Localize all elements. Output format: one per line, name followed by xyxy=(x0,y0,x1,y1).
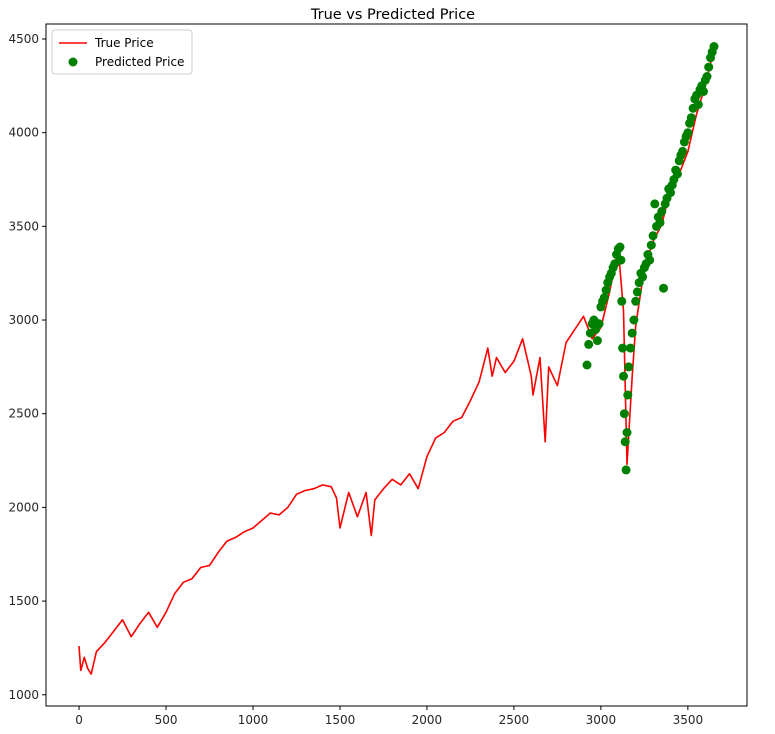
x-tick-label: 2000 xyxy=(412,713,443,727)
predicted-price-point xyxy=(686,113,696,123)
predicted-price-point xyxy=(592,336,602,346)
predicted-price-point xyxy=(645,255,655,265)
predicted-price-point xyxy=(601,285,611,295)
predicted-price-point xyxy=(621,465,631,475)
predicted-price-point xyxy=(648,231,658,241)
x-tick-label: 3500 xyxy=(673,713,704,727)
predicted-price-point xyxy=(655,218,665,228)
legend-box xyxy=(51,29,193,75)
x-tick-label: 2500 xyxy=(499,713,530,727)
predicted-price-point xyxy=(659,283,668,293)
predicted-price-point xyxy=(619,371,628,381)
predicted-price-point xyxy=(624,362,634,372)
predicted-price-point xyxy=(632,287,642,297)
chart-title: True vs Predicted Price xyxy=(310,7,475,23)
plot-area xyxy=(78,42,719,675)
x-tick-label: 500 xyxy=(155,713,178,727)
y-tick-label: 1000 xyxy=(8,688,39,702)
y-tick-label: 4500 xyxy=(8,32,39,46)
predicted-price-point xyxy=(709,42,719,51)
predicted-price-point xyxy=(616,255,626,265)
predicted-price-point xyxy=(638,272,648,282)
predicted-price-point xyxy=(623,390,633,400)
predicted-price-point xyxy=(693,100,703,110)
legend: True Price Predicted Price xyxy=(51,29,193,75)
predicted-price-point xyxy=(620,437,630,447)
predicted-price-point xyxy=(618,343,628,353)
predicted-price-point xyxy=(619,409,629,419)
predicted-price-point xyxy=(678,146,688,156)
legend-true-price-label: True Price xyxy=(94,36,154,50)
predicted-price-point xyxy=(615,242,625,252)
predicted-price-point xyxy=(631,296,641,306)
x-tick-label: 3000 xyxy=(586,713,617,727)
predicted-price-point xyxy=(683,128,693,138)
predicted-price-point xyxy=(704,62,714,72)
y-tick-label: 3000 xyxy=(8,313,39,327)
predicted-price-point xyxy=(657,206,667,216)
predicted-price-point xyxy=(699,87,708,96)
legend-predicted-price-label: Predicted Price xyxy=(95,55,184,69)
predicted-price-point xyxy=(627,328,637,338)
y-tick-label: 3500 xyxy=(8,219,39,233)
predicted-price-point xyxy=(666,188,675,198)
y-tick-label: 2500 xyxy=(8,407,39,421)
legend-predicted-price-swatch xyxy=(68,57,78,67)
predicted-price-point xyxy=(617,296,627,306)
axes: 0 500 1000 1500 2000 2500 3000 3500 1000 1500 2000… xyxy=(8,32,703,727)
predicted-price-point xyxy=(599,293,609,302)
predicted-price-point xyxy=(650,199,660,209)
predicted-price-point xyxy=(646,240,656,250)
predicted-price-point xyxy=(702,72,712,81)
y-tick-label: 4000 xyxy=(8,126,39,140)
predicted-price-point xyxy=(582,360,592,370)
predicted-price-point xyxy=(626,343,635,353)
x-tick-label: 0 xyxy=(75,713,83,727)
series-line-true-price xyxy=(78,48,715,675)
y-tick-label: 1500 xyxy=(8,594,39,608)
predicted-price-point xyxy=(584,339,594,349)
y-tick-label: 2000 xyxy=(8,500,39,514)
x-tick-label: 1000 xyxy=(238,713,269,727)
x-tick-label: 1500 xyxy=(325,713,356,727)
predicted-price-point xyxy=(672,169,682,179)
predicted-price-point xyxy=(622,428,632,437)
predicted-price-point xyxy=(629,315,639,325)
predicted-price-point xyxy=(594,319,604,329)
plot-frame xyxy=(45,23,748,707)
